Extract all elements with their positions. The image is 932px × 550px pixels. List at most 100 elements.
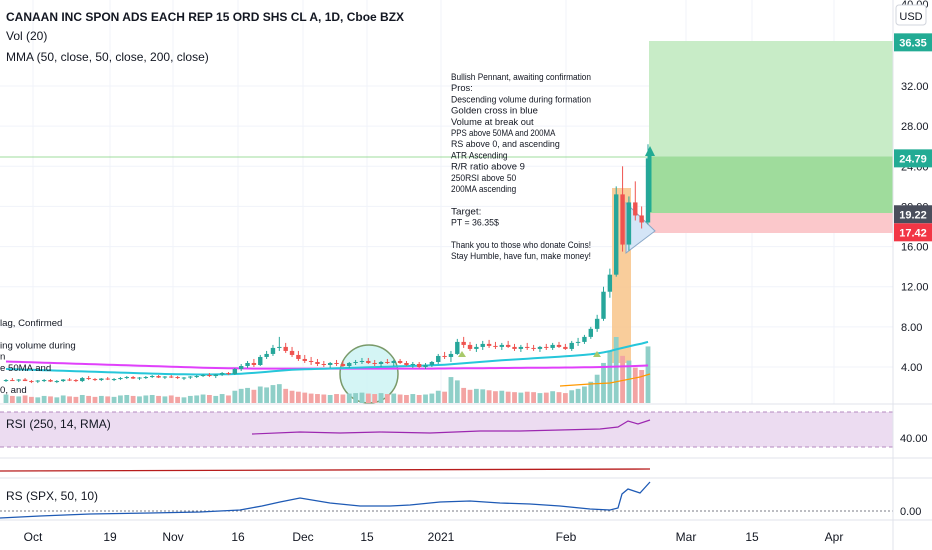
volume-bar — [461, 387, 467, 403]
candle-body — [188, 376, 193, 378]
candle-body — [467, 344, 473, 349]
volume-bar — [556, 392, 562, 403]
ma-indicator-label[interactable]: MMA (50, close, 50, close, 200, close) — [6, 50, 209, 64]
price-badge-label: 19.22 — [899, 209, 927, 221]
candle-body — [436, 355, 441, 362]
candle-body — [594, 318, 600, 329]
price-badge — [894, 205, 932, 224]
annotation-line: PPS above 50MA and 200MA — [451, 128, 556, 139]
annotation-line: ATR Ascending — [451, 150, 508, 161]
candle-body — [366, 360, 371, 363]
ma50-line — [5, 340, 649, 376]
volume-bar — [295, 391, 301, 403]
volume-bar — [315, 394, 320, 403]
time-axis[interactable]: Oct 19 Nov 16 Dec 15 2021 Feb Mar 15 Apr — [24, 530, 844, 544]
candle-body — [620, 194, 625, 245]
candle-body — [245, 362, 250, 366]
time-tick-label: 19 — [103, 530, 117, 544]
candle-body — [270, 347, 276, 354]
price-badge-label: 36.35 — [899, 37, 927, 49]
stop-zone — [649, 213, 893, 233]
candle-body — [614, 194, 619, 275]
volume-bar — [143, 395, 149, 403]
volume-bar — [213, 395, 219, 403]
candle-body — [80, 378, 85, 382]
candle-body — [582, 336, 587, 342]
atr-line — [0, 468, 651, 472]
candle-body — [327, 362, 333, 365]
volume-bar — [111, 396, 117, 403]
volume-bar — [365, 393, 371, 403]
candle-body — [92, 379, 98, 381]
candle-body — [277, 346, 282, 348]
currency-box[interactable] — [895, 4, 927, 26]
volume-bar — [473, 388, 479, 403]
rs-line — [0, 481, 651, 519]
rsi-label[interactable]: RSI (250, 14, RMA) — [6, 417, 111, 431]
volume-bar — [219, 394, 225, 403]
price-badge — [894, 33, 932, 52]
candle-body — [633, 202, 638, 216]
time-tick-label: Oct — [24, 530, 43, 544]
price-badge — [894, 223, 932, 242]
symbol-title: CANAAN INC SPON ADS EACH REP 15 ORD SHS … — [6, 10, 404, 24]
volume-bar — [569, 390, 575, 403]
candle-body — [296, 354, 301, 359]
candle-body — [569, 342, 574, 349]
volume-bar — [226, 395, 231, 403]
candle-body — [340, 363, 346, 366]
volume-bar — [41, 395, 47, 403]
candle-body — [41, 380, 47, 382]
candle-body — [10, 380, 15, 382]
candle-body — [289, 350, 295, 355]
candle-body — [251, 362, 257, 365]
volume-bar — [162, 396, 168, 403]
volume-bar — [264, 387, 270, 403]
annotation-line: Pros: — [451, 83, 473, 94]
candle-body — [130, 377, 136, 379]
volume-bar — [397, 394, 403, 403]
volume-bar — [86, 395, 92, 403]
volume-bar — [588, 381, 594, 403]
annotation-line: n — [0, 352, 5, 363]
time-tick-label: Mar — [676, 530, 697, 544]
candle-body — [372, 362, 377, 364]
candle-body — [219, 373, 225, 375]
volume-bar — [537, 393, 543, 403]
volume-indicator-label[interactable]: Vol (20) — [6, 29, 47, 43]
volume-bar — [3, 394, 9, 403]
candle-body — [175, 377, 180, 379]
volume-bar — [334, 394, 339, 403]
price-badge — [894, 149, 932, 168]
candle-body — [410, 363, 416, 365]
volume-bar — [512, 392, 517, 403]
volume-bar — [29, 396, 34, 403]
candle-body — [302, 358, 307, 361]
volume-bar — [175, 396, 181, 403]
candle-body — [626, 202, 632, 245]
candle-body — [480, 343, 485, 347]
candle-body — [525, 346, 530, 348]
candle-body — [353, 361, 358, 363]
candle-body — [505, 344, 511, 347]
candle-body — [232, 369, 238, 375]
volume-bar — [410, 394, 416, 403]
annotation-line: Target: — [451, 206, 481, 217]
volume-bar — [518, 392, 524, 403]
candle-body — [213, 374, 218, 377]
trade-setup[interactable] — [0, 41, 893, 233]
grid-lines — [0, 0, 893, 404]
rs-label[interactable]: RS (SPX, 50, 10) — [6, 489, 98, 503]
volume-bar — [251, 389, 257, 403]
annotation-line: 250RSI above 50 — [451, 173, 516, 184]
candle-body — [639, 215, 644, 223]
idea-annotation[interactable]: Bullish Pennant, awaiting confirmationPr… — [451, 72, 591, 262]
volume-bar — [575, 388, 581, 403]
volume-bar — [448, 377, 454, 403]
volume-bar — [270, 385, 276, 403]
candle-body — [308, 360, 314, 362]
rsi-band — [0, 412, 893, 447]
volume-bar — [499, 390, 505, 403]
